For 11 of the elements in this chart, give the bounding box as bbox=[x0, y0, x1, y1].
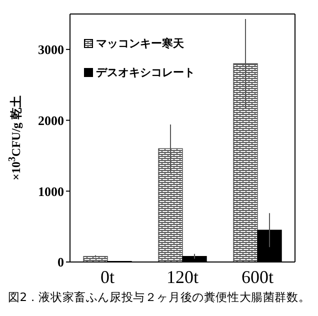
x-tick-label: 0t bbox=[100, 266, 115, 287]
x-tick-label: 120t bbox=[166, 266, 199, 287]
legend-label: デスオキシコレート bbox=[96, 66, 195, 80]
y-tick-label: 0 bbox=[58, 254, 64, 270]
y-tick-label: 3000 bbox=[38, 42, 64, 58]
bar bbox=[83, 256, 108, 262]
text: 図2．液状家畜ふん尿投与２ヶ月後の糞便性大腸菌群数。 bbox=[8, 290, 310, 305]
y-tick-label: 1000 bbox=[38, 184, 64, 199]
y-tick-label: 2000 bbox=[38, 112, 64, 128]
legend-label: マッコンキー寒天 bbox=[96, 36, 184, 51]
x-tick-label: 600t bbox=[241, 266, 274, 287]
